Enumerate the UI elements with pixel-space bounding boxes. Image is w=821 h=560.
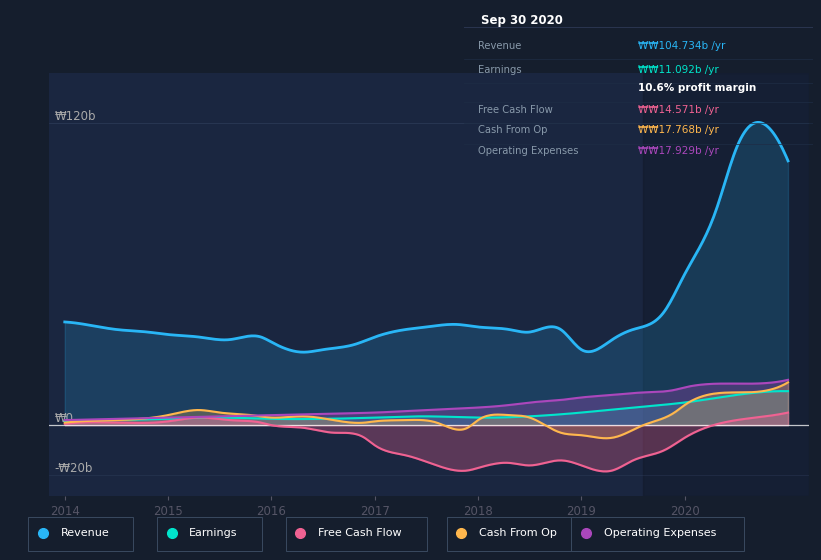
Text: Operating Expenses: Operating Expenses xyxy=(603,529,716,538)
Bar xyxy=(644,73,809,496)
Text: Revenue: Revenue xyxy=(61,529,109,538)
Text: ₩₩104.734b /yr: ₩₩104.734b /yr xyxy=(639,41,726,51)
Text: Free Cash Flow: Free Cash Flow xyxy=(478,105,553,115)
Text: ₩₩17.929b /yr: ₩₩17.929b /yr xyxy=(639,146,719,156)
Text: ₩₩14.571b /yr: ₩₩14.571b /yr xyxy=(639,105,719,115)
Text: ₩₩11.092b /yr: ₩₩11.092b /yr xyxy=(639,65,719,75)
Text: Sep 30 2020: Sep 30 2020 xyxy=(481,14,563,27)
Text: Revenue: Revenue xyxy=(478,41,521,51)
Text: Operating Expenses: Operating Expenses xyxy=(478,146,578,156)
Text: ₩120b: ₩120b xyxy=(54,110,96,123)
Text: Free Cash Flow: Free Cash Flow xyxy=(318,529,401,538)
Text: Earnings: Earnings xyxy=(478,65,521,75)
Text: Earnings: Earnings xyxy=(189,529,238,538)
Text: ₩₩17.768b /yr: ₩₩17.768b /yr xyxy=(639,125,719,136)
Text: Cash From Op: Cash From Op xyxy=(478,125,548,136)
Text: ₩0: ₩0 xyxy=(54,412,73,425)
Text: -₩20b: -₩20b xyxy=(54,463,93,475)
Text: 10.6% profit margin: 10.6% profit margin xyxy=(639,83,757,93)
Text: Cash From Op: Cash From Op xyxy=(479,529,557,538)
